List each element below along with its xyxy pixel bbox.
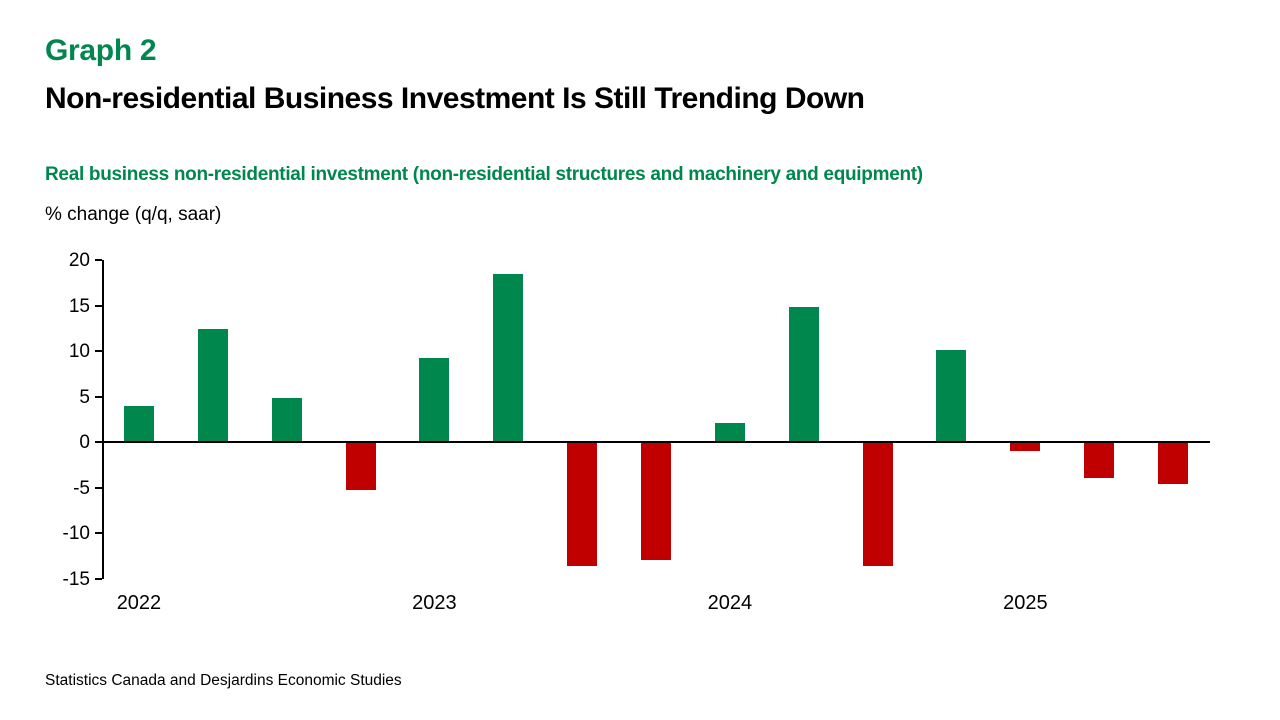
x-axis-label-2022: 2022	[116, 592, 162, 614]
y-axis-tick--10	[95, 532, 102, 535]
chart-subtitle: Real business non-residential investment…	[45, 164, 923, 185]
y-axis-tick-10	[95, 350, 102, 353]
y-axis-unit-label: % change (q/q, saar)	[45, 204, 222, 225]
y-axis-tick-15	[95, 304, 102, 307]
bar-2022-q2	[197, 329, 228, 443]
bar-2025-q1	[1010, 442, 1041, 452]
y-axis-tick--5	[95, 486, 102, 489]
bar-2024-q4	[936, 350, 967, 443]
bar-2023-q2	[493, 273, 524, 443]
bar-2023-q3	[567, 442, 598, 567]
bar-2022-q1	[123, 405, 154, 443]
plot-area: 20 15 10 5 0 -5 -10 -15 2022 2023 2024 2025	[63, 251, 1210, 614]
bar-2024-q3	[862, 442, 893, 567]
x-axis-label-2025: 2025	[1003, 592, 1048, 614]
y-axis-label-0: 0	[79, 432, 90, 454]
bar-2022-q4	[345, 442, 376, 490]
x-axis-zero-line	[102, 441, 1210, 444]
bar-2024-q1	[714, 423, 745, 443]
y-axis-label-20: 20	[68, 250, 90, 271]
graph-number-label: Graph 2	[45, 34, 157, 67]
y-axis-label--5: -5	[73, 477, 90, 499]
bar-2023-q1	[419, 357, 450, 443]
x-axis-label-2024: 2024	[707, 592, 753, 614]
bar-2024-q2	[788, 307, 819, 443]
bar-2022-q3	[271, 397, 302, 443]
page-title: Non-residential Business Investment Is S…	[45, 82, 865, 115]
x-axis-label-2023: 2023	[412, 592, 457, 614]
y-axis-tick--15	[95, 578, 102, 580]
y-axis-line	[102, 260, 104, 579]
y-axis-tick-0	[95, 441, 102, 444]
bar-2025-q2	[1084, 442, 1115, 478]
y-axis-tick-5	[95, 395, 102, 398]
y-axis-label--15: -15	[62, 569, 90, 590]
y-axis-label-5: 5	[79, 386, 90, 408]
bar-2025-q3	[1158, 442, 1189, 485]
source-note: Statistics Canada and Desjardins Economi…	[45, 672, 402, 689]
y-axis-label-10: 10	[68, 341, 90, 363]
y-axis-label--10: -10	[62, 523, 90, 545]
y-axis-label-15: 15	[68, 295, 90, 317]
bar-2023-q4	[641, 442, 671, 560]
y-axis-tick-20	[95, 259, 102, 261]
